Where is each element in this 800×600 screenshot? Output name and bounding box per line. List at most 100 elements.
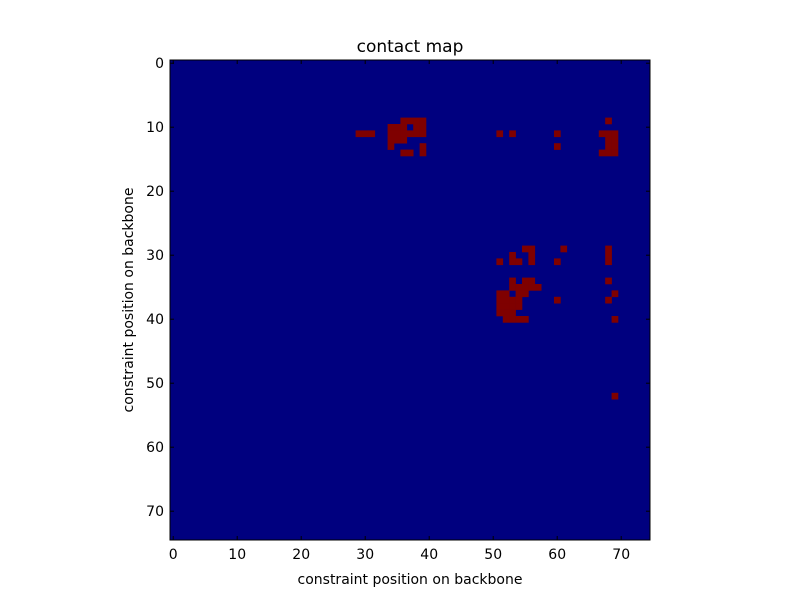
contact-cell xyxy=(522,316,529,323)
contact-cell xyxy=(413,130,420,138)
contact-cell xyxy=(605,258,612,266)
contact-cell xyxy=(598,130,606,138)
contact-cell xyxy=(413,124,420,131)
contact-cell xyxy=(419,130,427,138)
x-tick-label: 70 xyxy=(612,547,630,563)
contact-cell xyxy=(419,117,427,125)
contact-cell xyxy=(515,290,523,298)
contact-cell xyxy=(528,252,536,259)
contact-cell xyxy=(502,303,510,310)
contact-cell xyxy=(509,284,516,291)
contact-cell xyxy=(605,277,612,285)
contact-cell xyxy=(355,130,363,138)
contact-cell xyxy=(509,130,516,138)
contact-cell xyxy=(496,130,504,138)
contact-cell xyxy=(387,136,395,144)
x-tick-label: 40 xyxy=(420,547,438,563)
y-axis: 0 10 20 30 40 50 60 70 xyxy=(146,56,650,520)
x-tick-label: 30 xyxy=(356,547,374,563)
contact-cell xyxy=(502,309,510,317)
contact-cell xyxy=(406,117,414,125)
contact-cell xyxy=(394,136,401,144)
contact-cell xyxy=(413,117,420,125)
contact-cell xyxy=(387,130,395,138)
contact-cell xyxy=(406,149,414,157)
contact-cell xyxy=(509,258,516,266)
contact-cell xyxy=(605,143,612,150)
x-tick-label: 20 xyxy=(292,547,310,563)
contact-cell xyxy=(605,130,612,138)
contact-cells xyxy=(355,117,619,400)
contact-cell xyxy=(419,149,427,157)
contact-cell xyxy=(509,303,516,310)
contact-cell xyxy=(502,316,510,323)
contact-cell xyxy=(605,117,612,125)
contact-cell xyxy=(509,277,516,285)
contact-cell xyxy=(515,284,523,291)
contact-cell xyxy=(509,309,516,317)
contact-cell xyxy=(528,277,536,285)
contact-cell xyxy=(502,290,510,298)
contact-cell xyxy=(496,290,504,298)
contact-cell xyxy=(605,149,612,157)
contact-cell xyxy=(496,296,504,304)
plot-frame xyxy=(169,59,651,541)
x-axis: 0 10 20 30 40 50 60 70 xyxy=(169,60,630,563)
x-tick-label: 10 xyxy=(228,547,246,563)
contact-cell xyxy=(419,143,427,150)
contact-cell xyxy=(496,309,504,317)
contact-cell xyxy=(534,284,542,291)
contact-cell xyxy=(400,130,408,138)
contact-cell xyxy=(368,130,376,138)
contact-cell xyxy=(406,130,414,138)
y-tick-label: 40 xyxy=(146,312,164,328)
contact-cell xyxy=(522,277,529,285)
contact-cell xyxy=(605,245,612,253)
contact-cell xyxy=(400,149,408,157)
contact-cell xyxy=(611,130,619,138)
contact-cell xyxy=(560,245,568,253)
contact-cell xyxy=(515,296,523,304)
x-tick-label: 60 xyxy=(548,547,566,563)
contact-cell xyxy=(362,130,369,138)
y-tick-label: 10 xyxy=(146,120,164,136)
contact-cell xyxy=(496,303,504,310)
heatmap-background xyxy=(170,60,650,540)
contact-cell xyxy=(515,258,523,266)
contact-cell xyxy=(509,296,516,304)
y-tick-label: 30 xyxy=(146,248,164,264)
contact-cell xyxy=(554,296,561,304)
x-tick-label: 0 xyxy=(169,547,178,563)
y-tick-label: 60 xyxy=(146,440,164,456)
contact-cell xyxy=(394,130,401,138)
contact-cell xyxy=(611,392,619,400)
y-tick-label: 70 xyxy=(146,504,164,520)
contact-cell xyxy=(598,149,606,157)
contact-cell xyxy=(400,124,408,131)
contact-cell xyxy=(611,290,619,298)
contact-cell xyxy=(528,245,536,253)
y-tick-label: 50 xyxy=(146,376,164,392)
contact-cell xyxy=(400,117,408,125)
contact-cell xyxy=(605,296,612,304)
contact-cell xyxy=(611,149,619,157)
contact-cell xyxy=(605,252,612,259)
x-axis-label: constraint position on backbone xyxy=(298,572,523,588)
chart-title: contact map xyxy=(357,37,464,57)
contact-cell xyxy=(611,136,619,144)
contact-cell xyxy=(502,296,510,304)
contact-cell xyxy=(611,143,619,150)
y-axis-label: constraint position on backbone xyxy=(121,188,137,413)
contact-cell xyxy=(522,284,529,291)
contact-cell xyxy=(515,316,523,323)
contact-cell xyxy=(387,143,395,150)
y-tick-label: 0 xyxy=(155,56,164,72)
contact-cell xyxy=(522,290,529,298)
contact-cell xyxy=(605,136,612,144)
contact-cell xyxy=(522,245,529,253)
contact-cell xyxy=(419,124,427,131)
x-tick-label: 50 xyxy=(484,547,502,563)
contact-cell xyxy=(554,258,561,266)
contact-cell xyxy=(528,258,536,266)
